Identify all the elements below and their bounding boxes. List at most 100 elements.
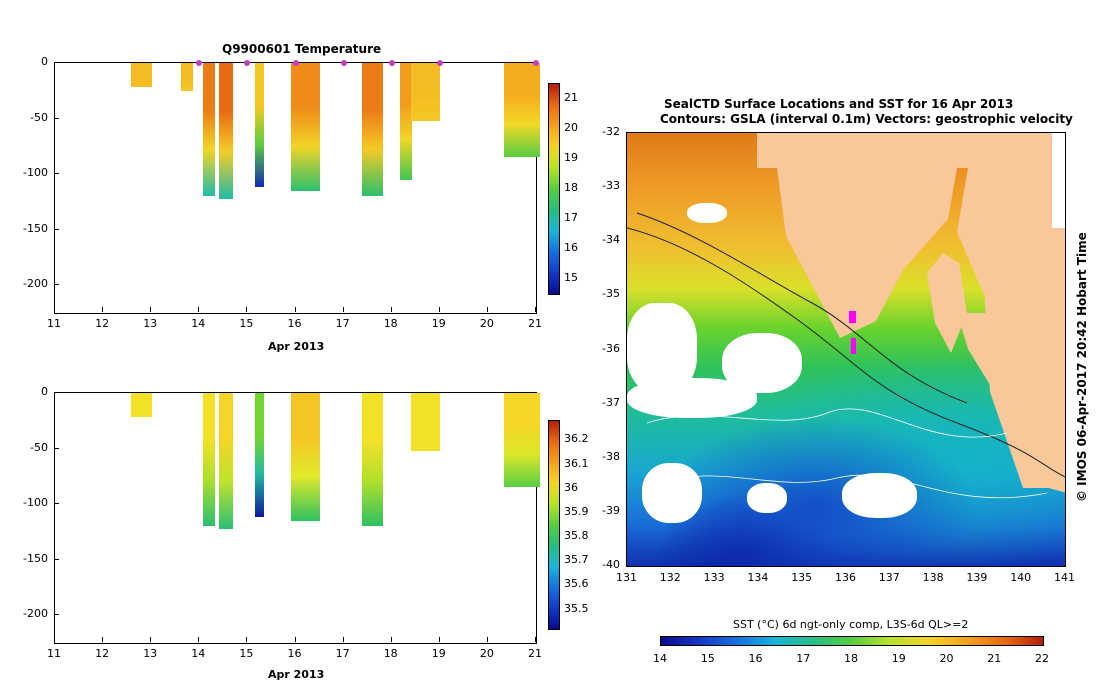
- map-x-tick-label: 136: [835, 571, 856, 584]
- profile-column: [218, 393, 233, 529]
- x-tick-mark: [246, 307, 248, 312]
- map-title-line1: SealCTD Surface Locations and SST for 16…: [664, 97, 1014, 111]
- map-x-tick-label: 138: [922, 571, 944, 584]
- x-tick-label: 18: [383, 317, 398, 330]
- x-tick-mark: [150, 637, 152, 642]
- sst-colorbar-tick-label: 17: [796, 652, 811, 665]
- y-tick-mark: [54, 558, 59, 560]
- y-tick-mark: [54, 392, 59, 393]
- y-tick-mark: [54, 503, 59, 505]
- x-tick-mark: [486, 307, 488, 312]
- profile-column: [410, 63, 440, 121]
- y-tick-label: -50: [30, 440, 48, 454]
- sst-map: [626, 132, 1066, 567]
- x-tick-mark: [486, 637, 488, 642]
- gsla-contours: [627, 212, 1065, 499]
- map-x-tick-label: 131: [616, 571, 637, 584]
- x-tick-mark: [198, 637, 200, 642]
- salinity-section-plot: [54, 392, 540, 644]
- colorbar-tick-label: 16: [564, 241, 578, 254]
- contour-line: [636, 212, 968, 404]
- x-tick-label: 11: [47, 317, 61, 330]
- x-tick-label: 13: [143, 647, 158, 660]
- colorbar-tick-label: 21: [564, 91, 578, 104]
- x-tick-mark: [342, 307, 344, 312]
- seal-location-marker: [849, 311, 856, 323]
- x-tick-label: 20: [479, 647, 494, 660]
- x-tick-mark: [390, 307, 392, 312]
- profile-column: [202, 63, 215, 197]
- x-tick-label: 12: [95, 317, 110, 330]
- y-tick-mark: [54, 228, 59, 230]
- temperature-colorbar: [548, 83, 560, 295]
- colorbar-tick-label: 35.8: [564, 529, 589, 543]
- x-tick-label: 19: [431, 647, 446, 660]
- x-tick-label: 19: [431, 317, 446, 330]
- cloud-patch: [842, 473, 917, 518]
- colorbar-tick-label: 15: [564, 271, 578, 284]
- x-tick-label: 14: [191, 317, 206, 330]
- colorbar-tick-label: 36: [564, 480, 578, 494]
- x-tick-label: 16: [287, 317, 302, 330]
- colorbar-tick-label: 36.1: [564, 456, 589, 470]
- x-tick-mark: [535, 307, 536, 312]
- temperature-section-plot: [54, 60, 540, 314]
- colorbar-tick-label: 35.9: [564, 504, 589, 518]
- profile-column: [503, 393, 540, 488]
- map-x-tick-label: 140: [1010, 571, 1032, 584]
- sst-colorbar-tick-label: 19: [891, 652, 906, 665]
- colorbar-tick-label: 35.7: [564, 553, 589, 567]
- x-tick-mark: [342, 637, 344, 642]
- cloud-gap: [1052, 133, 1065, 228]
- sst-colorbar-tick-label: 20: [939, 652, 954, 665]
- y-tick-label: -150: [23, 221, 48, 235]
- time-marker: [533, 60, 539, 66]
- profile-column: [130, 63, 153, 88]
- salinity-xlabel: Apr 2013: [268, 668, 325, 681]
- x-tick-mark: [294, 637, 296, 642]
- profile-column: [400, 63, 413, 180]
- map-x-tick-label: 134: [747, 571, 769, 584]
- profile-column: [503, 63, 540, 158]
- x-tick-mark: [294, 307, 296, 312]
- y-tick-mark: [54, 173, 59, 175]
- y-tick-label: -50: [30, 110, 48, 124]
- map-x-tick-label: 133: [703, 571, 725, 584]
- y-tick-label: 0: [41, 385, 48, 398]
- x-tick-label: 21: [528, 647, 542, 660]
- y-tick-label: 0: [41, 55, 48, 68]
- profile-column: [254, 393, 265, 518]
- x-tick-label: 21: [528, 317, 542, 330]
- salinity-colorbar: [548, 420, 560, 630]
- y-tick-label: -150: [23, 551, 48, 565]
- x-tick-mark: [246, 637, 248, 642]
- profile-column: [130, 393, 153, 418]
- time-marker: [292, 60, 299, 66]
- y-tick-label: -200: [23, 607, 48, 621]
- profile-column: [290, 63, 320, 191]
- temperature-xlabel: Apr 2013: [268, 340, 325, 353]
- x-tick-label: 16: [287, 647, 302, 660]
- x-tick-mark: [54, 637, 55, 642]
- y-tick-mark: [54, 284, 59, 286]
- x-tick-mark: [102, 637, 104, 642]
- sst-colorbar-tick-label: 15: [700, 652, 715, 665]
- y-tick-label: -200: [23, 277, 48, 291]
- contour-line: [627, 227, 1065, 478]
- sst-colorbar-tick-label: 16: [748, 652, 763, 665]
- map-y-tick-label: -34: [602, 233, 620, 247]
- cloud-patch: [627, 378, 757, 418]
- x-tick-label: 15: [239, 317, 254, 330]
- colorbar-tick-label: 35.5: [564, 601, 589, 615]
- x-tick-mark: [438, 637, 440, 642]
- x-tick-label: 12: [95, 647, 110, 660]
- map-x-tick-label: 137: [878, 571, 900, 584]
- x-tick-label: 20: [479, 317, 494, 330]
- y-tick-mark: [54, 117, 59, 119]
- cloud-patch: [747, 483, 787, 513]
- cloud-patch: [687, 203, 727, 223]
- time-marker: [244, 60, 251, 66]
- x-tick-label: 18: [383, 647, 398, 660]
- map-y-tick-label: -38: [602, 449, 620, 463]
- x-tick-mark: [535, 637, 536, 642]
